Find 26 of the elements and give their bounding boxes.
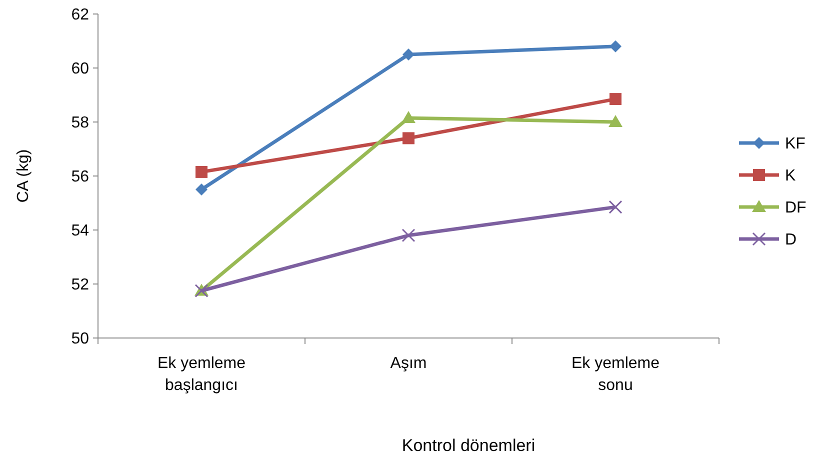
legend-label: D [785, 232, 797, 249]
x-tick-label: Aşım [390, 355, 427, 372]
x-tick-label: Ek yemleme başlangıcı [157, 355, 246, 394]
point [402, 132, 414, 144]
point [196, 166, 208, 178]
y-tick-label: 62 [71, 6, 90, 24]
point [402, 110, 416, 123]
point [608, 200, 622, 214]
point [608, 115, 622, 127]
legend-label: DF [785, 200, 807, 217]
point [610, 40, 622, 52]
y-axis-title: CA (kg) [15, 149, 32, 203]
point [402, 48, 414, 60]
legend-label: KF [785, 136, 806, 153]
y-tick-label: 50 [71, 330, 90, 348]
y-tick-label: 52 [71, 276, 90, 294]
legend-label: K [785, 168, 796, 185]
point [196, 184, 208, 196]
point [610, 93, 622, 106]
y-tick-label: 60 [71, 60, 90, 78]
y-tick-label: 56 [71, 168, 90, 186]
y-tick-label: 58 [71, 114, 90, 132]
x-axis-title: Kontrol dönemleri [402, 436, 536, 455]
point [402, 228, 416, 242]
x-tick-label: Ek yemleme sonu [571, 355, 660, 394]
y-tick-label: 54 [71, 222, 90, 240]
